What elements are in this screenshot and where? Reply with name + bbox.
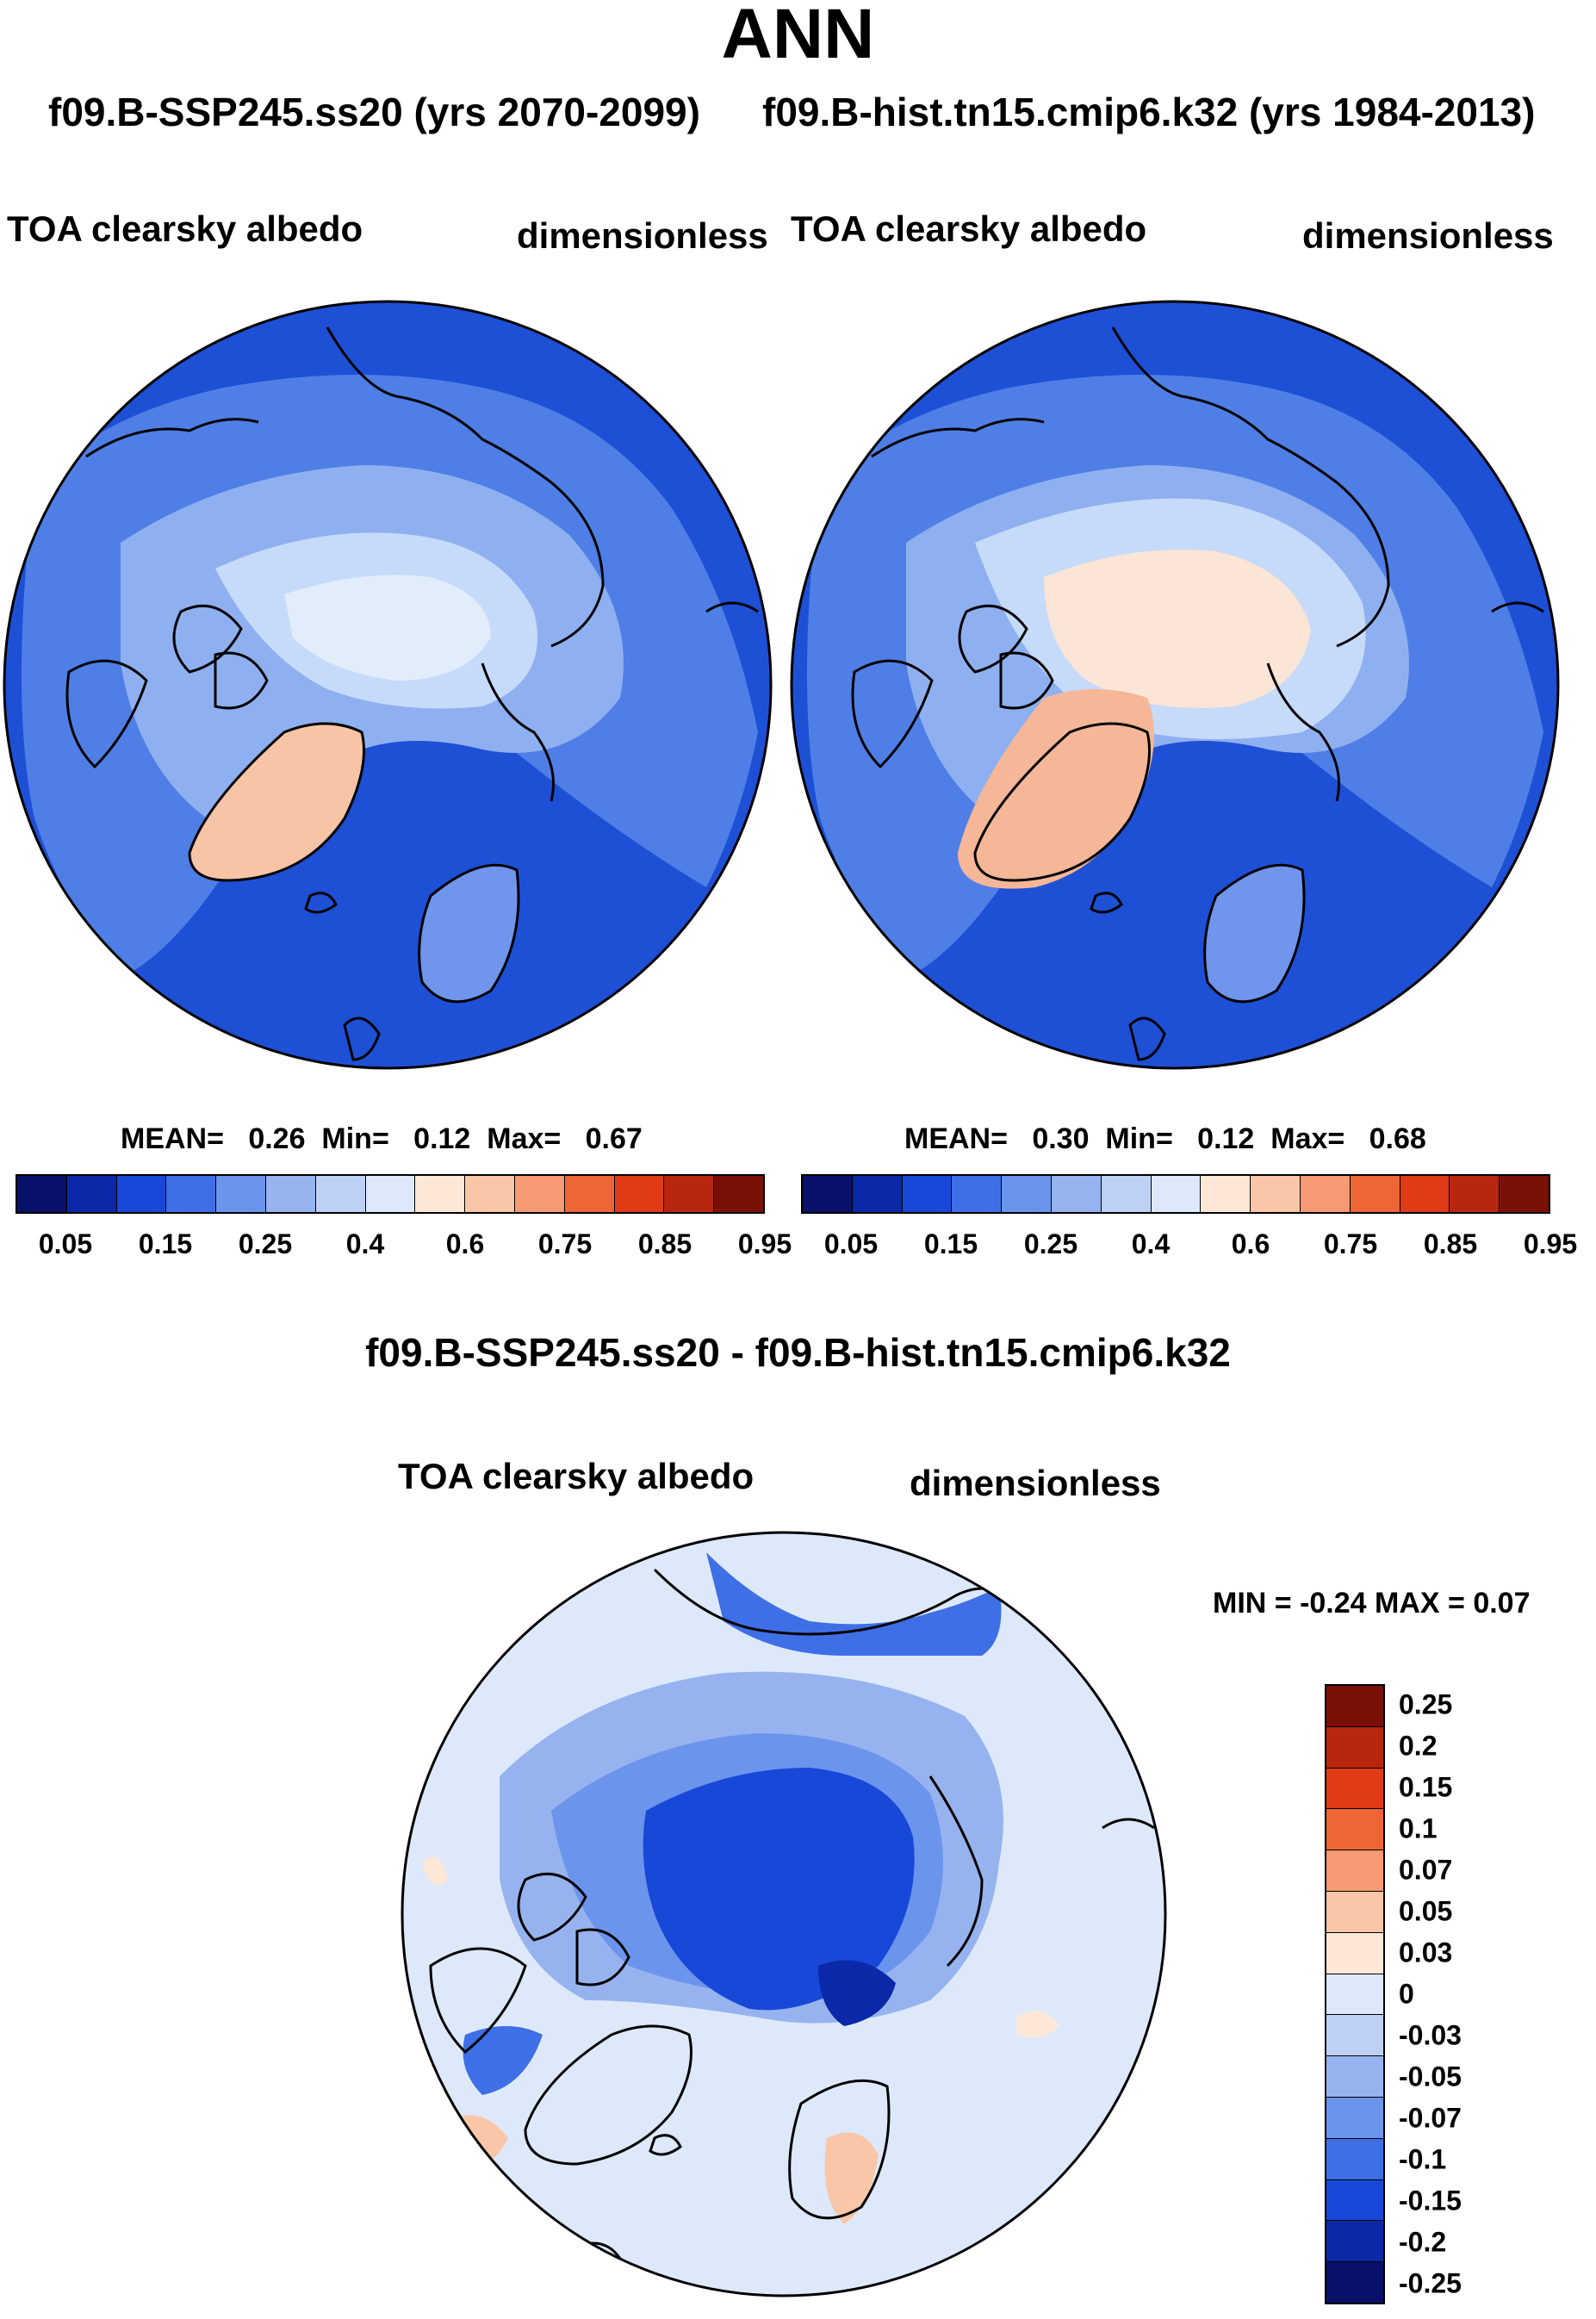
colorbar-tick-label: 0.15 <box>923 1228 978 1259</box>
polar-map-2 <box>790 300 1560 1070</box>
colorbar-1 <box>16 1174 765 1214</box>
colorbar-swatch <box>1326 1890 1383 1932</box>
colorbar-swatch <box>1349 1176 1400 1212</box>
colorbar-tick-label: 0.6 <box>1231 1228 1270 1259</box>
colorbar-swatch <box>1326 1931 1383 1974</box>
difference-colorbar <box>1325 1684 1385 2304</box>
colorbar-tick-label: 0.75 <box>537 1228 593 1259</box>
colorbar-swatch <box>1200 1176 1251 1212</box>
colorbar-tick-label: 0.05 <box>38 1228 93 1259</box>
panel-1-stats: MEAN= 0.26 Min= 0.12 Max= 0.67 <box>121 1122 643 1155</box>
colorbar-tick-label: 0.03 <box>1399 1937 1453 1968</box>
colorbar-tick-label: -0.1 <box>1399 2143 1447 2175</box>
experiment-title-left: f09.B-SSP245.ss20 (yrs 2070-2099) <box>48 90 700 134</box>
colorbar-swatch <box>364 1176 415 1212</box>
colorbar-swatch <box>1326 2014 1383 2056</box>
colorbar-swatch <box>1326 2137 1383 2179</box>
difference-variable: TOA clearsky albedo <box>398 1456 755 1496</box>
colorbar-swatch <box>1326 1686 1383 1726</box>
colorbar-tick-label: 0.85 <box>1423 1228 1478 1259</box>
colorbar-tick-label: 0.4 <box>1131 1228 1171 1259</box>
colorbar-tick-label: 0.07 <box>1399 1854 1453 1886</box>
colorbar-swatch <box>1326 2179 1383 2221</box>
difference-units: dimensionless <box>910 1463 1161 1503</box>
colorbar-swatch <box>513 1176 564 1212</box>
colorbar-2 <box>801 1174 1550 1214</box>
colorbar-tick-label: -0.25 <box>1399 2267 1462 2299</box>
colorbar-swatch <box>464 1176 514 1212</box>
colorbar-tick-label: 0.85 <box>637 1228 692 1259</box>
panel-2-variable: TOA clearsky albedo <box>791 208 1147 249</box>
colorbar-swatch <box>901 1176 952 1212</box>
colorbar-swatch <box>1326 1725 1383 1768</box>
colorbar-swatch <box>1150 1176 1201 1212</box>
difference-title: f09.B-SSP245.ss20 - f09.B-hist.tn15.cmip… <box>365 1330 1231 1375</box>
colorbar-swatch <box>1499 1176 1549 1212</box>
colorbar-swatch <box>1250 1176 1300 1212</box>
colorbar-swatch <box>165 1176 216 1212</box>
colorbar-swatch <box>713 1176 763 1212</box>
colorbar-swatch <box>851 1176 902 1212</box>
difference-colorbar-ticks: 0.25 0.2 0.15 0.1 0.07 0.05 0.03 0 -0.03 -0.05 -0.… <box>1399 1684 1502 2304</box>
colorbar-swatch <box>314 1176 365 1212</box>
colorbar-swatch <box>1299 1176 1350 1212</box>
colorbar-swatch <box>663 1176 714 1212</box>
colorbar-swatch <box>803 1176 852 1212</box>
colorbar-tick-label: 0.05 <box>823 1228 879 1259</box>
colorbar-1-ticks: 0.05 0.15 0.25 0.4 0.6 0.75 0.85 0.95 <box>16 1228 792 1263</box>
colorbar-tick-label: 0.95 <box>737 1228 792 1259</box>
colorbar-tick-label: 0.05 <box>1399 1895 1453 1927</box>
colorbar-swatch <box>65 1176 116 1212</box>
colorbar-swatch <box>1326 2261 1383 2303</box>
colorbar-tick-label: 0.25 <box>1023 1228 1078 1259</box>
polar-map-1 <box>3 300 773 1070</box>
colorbar-tick-label: 0.4 <box>345 1228 385 1259</box>
colorbar-swatch <box>414 1176 465 1212</box>
colorbar-tick-label: -0.2 <box>1399 2226 1447 2258</box>
colorbar-tick-label: -0.05 <box>1399 2061 1462 2092</box>
colorbar-swatch <box>1326 1850 1383 1891</box>
colorbar-tick-label: 0 <box>1399 1978 1414 2010</box>
colorbar-swatch <box>563 1176 614 1212</box>
colorbar-swatch <box>613 1176 664 1212</box>
colorbar-swatch <box>1326 2096 1383 2138</box>
colorbar-tick-label: 0.25 <box>238 1228 293 1259</box>
colorbar-swatch <box>264 1176 315 1212</box>
colorbar-swatch <box>1326 2220 1383 2262</box>
panel-1-units: dimensionless <box>517 215 768 256</box>
colorbar-2-ticks: 0.05 0.15 0.25 0.4 0.6 0.75 0.85 0.95 <box>801 1228 1577 1263</box>
colorbar-swatch <box>951 1176 1002 1212</box>
polar-map-difference <box>401 1531 1167 2297</box>
colorbar-tick-label: -0.03 <box>1399 2019 1462 2051</box>
colorbar-swatch <box>1050 1176 1101 1212</box>
colorbar-swatch <box>215 1176 265 1212</box>
colorbar-swatch <box>17 1176 66 1212</box>
colorbar-tick-label: 0.1 <box>1399 1812 1438 1844</box>
colorbar-swatch <box>1399 1176 1450 1212</box>
colorbar-tick-label: -0.15 <box>1399 2185 1462 2216</box>
experiment-title-right: f09.B-hist.tn15.cmip6.k32 (yrs 1984-2013… <box>762 90 1536 134</box>
colorbar-swatch <box>1326 2055 1383 2097</box>
colorbar-swatch <box>1326 1973 1383 2015</box>
difference-minmax: MIN = -0.24 MAX = 0.07 <box>1213 1587 1531 1620</box>
colorbar-swatch <box>1326 1808 1383 1850</box>
colorbar-tick-label: 0.95 <box>1523 1228 1578 1259</box>
colorbar-swatch <box>1100 1176 1151 1212</box>
colorbar-swatch <box>1326 1767 1383 1809</box>
colorbar-tick-label: 0.2 <box>1399 1730 1438 1762</box>
main-title: ANN <box>721 0 875 73</box>
colorbar-tick-label: 0.15 <box>1399 1771 1453 1803</box>
colorbar-tick-label: 0.6 <box>445 1228 485 1259</box>
panel-2-stats: MEAN= 0.30 Min= 0.12 Max= 0.68 <box>904 1122 1426 1155</box>
panel-2-units: dimensionless <box>1302 215 1554 256</box>
colorbar-tick-label: 0.15 <box>138 1228 193 1259</box>
panel-1-variable: TOA clearsky albedo <box>7 208 363 249</box>
colorbar-tick-label: 0.75 <box>1323 1228 1378 1259</box>
colorbar-swatch <box>1001 1176 1051 1212</box>
colorbar-tick-label: 0.25 <box>1399 1688 1453 1720</box>
colorbar-swatch <box>1449 1176 1500 1212</box>
colorbar-swatch <box>115 1176 166 1212</box>
colorbar-tick-label: -0.07 <box>1399 2102 1462 2134</box>
